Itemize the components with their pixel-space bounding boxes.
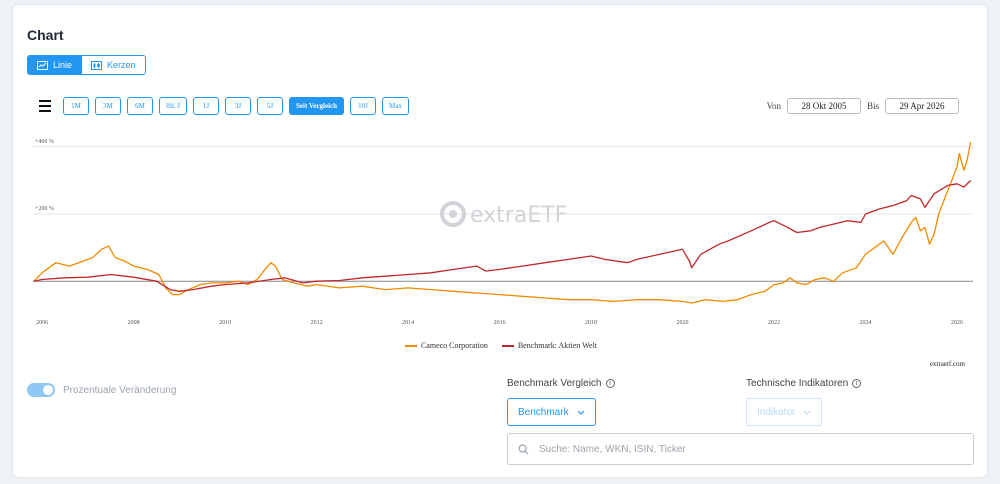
card-title: Chart xyxy=(27,27,64,43)
x-tick-label: 2018 xyxy=(585,320,597,326)
y-tick-label: +200 % xyxy=(35,206,54,212)
legend-swatch xyxy=(404,344,417,347)
indicator-dropdown[interactable]: Indikator xyxy=(746,398,823,426)
line-view-label: Linie xyxy=(53,60,73,70)
series-line-0 xyxy=(33,141,972,304)
x-tick-label: 2026 xyxy=(951,320,963,326)
x-tick-label: 2010 xyxy=(219,320,231,326)
search-box[interactable] xyxy=(507,433,974,465)
range-button-since-comparison[interactable]: Seit Vergleich xyxy=(289,97,345,115)
line-chart-icon xyxy=(37,60,48,70)
search-icon xyxy=(518,443,529,454)
range-button-1y[interactable]: 1J xyxy=(193,97,219,115)
indicators-heading: Technische Indikatoren i xyxy=(746,378,862,389)
x-tick-label: 2016 xyxy=(494,320,506,326)
range-button-6m[interactable]: 6M xyxy=(127,97,153,115)
info-icon[interactable]: i xyxy=(852,379,862,388)
range-selector: 1M 3M 6M lfd. J 1J 3J 5J Seit Vergleich … xyxy=(63,97,409,115)
chart-card: Chart Linie Kerzen 1M 3M 6M lfd. J 1J 3J… xyxy=(12,4,988,478)
x-tick-label: 2008 xyxy=(128,320,140,326)
indicators-heading-text: Technische Indikatoren xyxy=(746,378,849,389)
watermark-logo xyxy=(440,201,466,227)
percent-change-toggle[interactable]: Prozentuale Veränderung xyxy=(27,383,176,397)
x-tick-label: 2022 xyxy=(768,320,780,326)
search-input[interactable] xyxy=(539,443,959,455)
benchmark-heading: Benchmark Vergleich i xyxy=(507,378,615,389)
benchmark-dropdown[interactable]: Benchmark xyxy=(507,398,596,426)
candle-view-label: Kerzen xyxy=(107,60,136,70)
candlestick-icon xyxy=(91,60,103,70)
legend-swatch xyxy=(501,344,514,347)
x-tick-label: 2024 xyxy=(860,320,872,326)
hamburger-menu-icon[interactable] xyxy=(39,100,51,115)
range-button-3y[interactable]: 3J xyxy=(225,97,251,115)
chevron-down-icon xyxy=(803,410,811,415)
line-view-button[interactable]: Linie xyxy=(28,56,82,74)
chevron-down-icon xyxy=(577,410,585,415)
legend-item-cameco[interactable]: Cameco Corporation xyxy=(404,341,488,350)
date-range: Von 28 Okt 2005 Bis 29 Apr 2026 xyxy=(767,98,959,114)
to-label: Bis xyxy=(866,101,879,111)
chart-credit: extraetf.com xyxy=(929,360,965,368)
range-button-ytd[interactable]: lfd. J xyxy=(159,97,187,115)
series-line-1 xyxy=(33,179,972,292)
toggle-switch[interactable] xyxy=(27,383,55,397)
candle-view-button[interactable]: Kerzen xyxy=(81,56,145,74)
indicator-dropdown-label: Indikator xyxy=(757,406,796,418)
benchmark-heading-text: Benchmark Vergleich xyxy=(507,378,602,389)
benchmark-dropdown-label: Benchmark xyxy=(518,406,569,418)
to-date-input[interactable]: 29 Apr 2026 xyxy=(885,98,959,114)
info-icon[interactable]: i xyxy=(605,379,615,388)
legend-label: Benchmark: Aktien Welt xyxy=(517,341,598,350)
legend-label: Cameco Corporation xyxy=(420,341,488,350)
range-button-3m[interactable]: 3M xyxy=(95,97,121,115)
range-button-max[interactable]: Max xyxy=(382,97,409,115)
chart-type-toggle: Linie Kerzen xyxy=(27,55,146,75)
range-button-5y[interactable]: 5J xyxy=(257,97,283,115)
x-tick-label: 2012 xyxy=(311,320,323,326)
range-button-10y[interactable]: 10J xyxy=(350,97,377,115)
chart-legend: Cameco Corporation Benchmark: Aktien Wel… xyxy=(13,341,989,350)
toggle-label: Prozentuale Veränderung xyxy=(63,384,177,396)
legend-item-benchmark[interactable]: Benchmark: Aktien Welt xyxy=(501,341,598,350)
from-date-input[interactable]: 28 Okt 2005 xyxy=(786,98,861,114)
from-label: Von xyxy=(766,101,781,111)
performance-chart[interactable]: +400 % +200 % extraETF 2006 2008 2010 2012 2014… xyxy=(33,130,973,330)
x-tick-label: 2020 xyxy=(677,320,689,326)
y-tick-label: +400 % xyxy=(35,139,54,145)
x-tick-label: 2006 xyxy=(36,320,48,326)
range-button-1m[interactable]: 1M xyxy=(63,97,89,115)
x-tick-label: 2014 xyxy=(402,320,414,326)
watermark-text: extraETF xyxy=(470,203,567,228)
